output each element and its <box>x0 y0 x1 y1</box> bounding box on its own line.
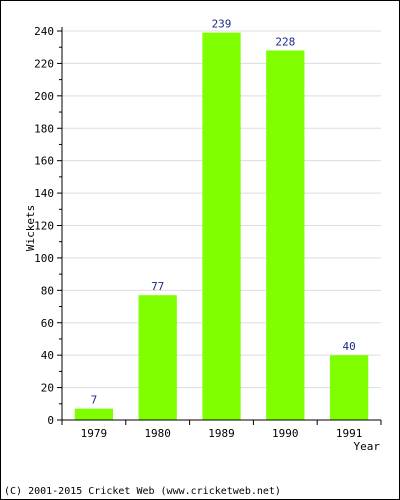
data-label: 239 <box>212 18 232 31</box>
data-label: 228 <box>275 35 295 48</box>
bar <box>138 295 177 420</box>
y-tick-label: 160 <box>34 155 54 168</box>
y-tick-label: 180 <box>34 122 54 135</box>
y-tick-label: 120 <box>34 220 54 233</box>
y-axis-title: Wickets <box>24 205 37 251</box>
x-tick-label: 1990 <box>272 427 299 440</box>
data-label: 77 <box>151 280 164 293</box>
y-tick-label: 240 <box>34 25 54 38</box>
y-tick-label: 100 <box>34 252 54 265</box>
y-tick-label: 220 <box>34 57 54 70</box>
y-tick-label: 60 <box>41 317 54 330</box>
data-label: 40 <box>342 340 355 353</box>
bars <box>74 32 369 420</box>
axes <box>57 27 382 425</box>
y-tick-label: 20 <box>41 382 54 395</box>
x-tick-label: 1980 <box>144 427 171 440</box>
x-tick-label: 1989 <box>208 427 235 440</box>
copyright-notice: (C) 2001-2015 Cricket Web (www.cricketwe… <box>4 486 281 497</box>
y-tick-label: 40 <box>41 349 54 362</box>
y-tick-label: 200 <box>34 90 54 103</box>
y-tick-label: 0 <box>47 414 54 427</box>
y-tick-label: 80 <box>41 284 54 297</box>
x-axis-title: Year <box>354 440 381 453</box>
y-tick-label: 140 <box>34 187 54 200</box>
bar <box>202 32 241 420</box>
bar <box>266 50 305 420</box>
bar <box>74 408 114 420</box>
data-label: 7 <box>91 394 98 407</box>
labels: 0 20 40 60 80 100 120 140 160 180 200 220 240 7 1979 77… <box>34 18 362 440</box>
x-tick-label: 1979 <box>81 427 108 440</box>
bar <box>329 355 369 420</box>
x-tick-label: 1991 <box>336 427 363 440</box>
